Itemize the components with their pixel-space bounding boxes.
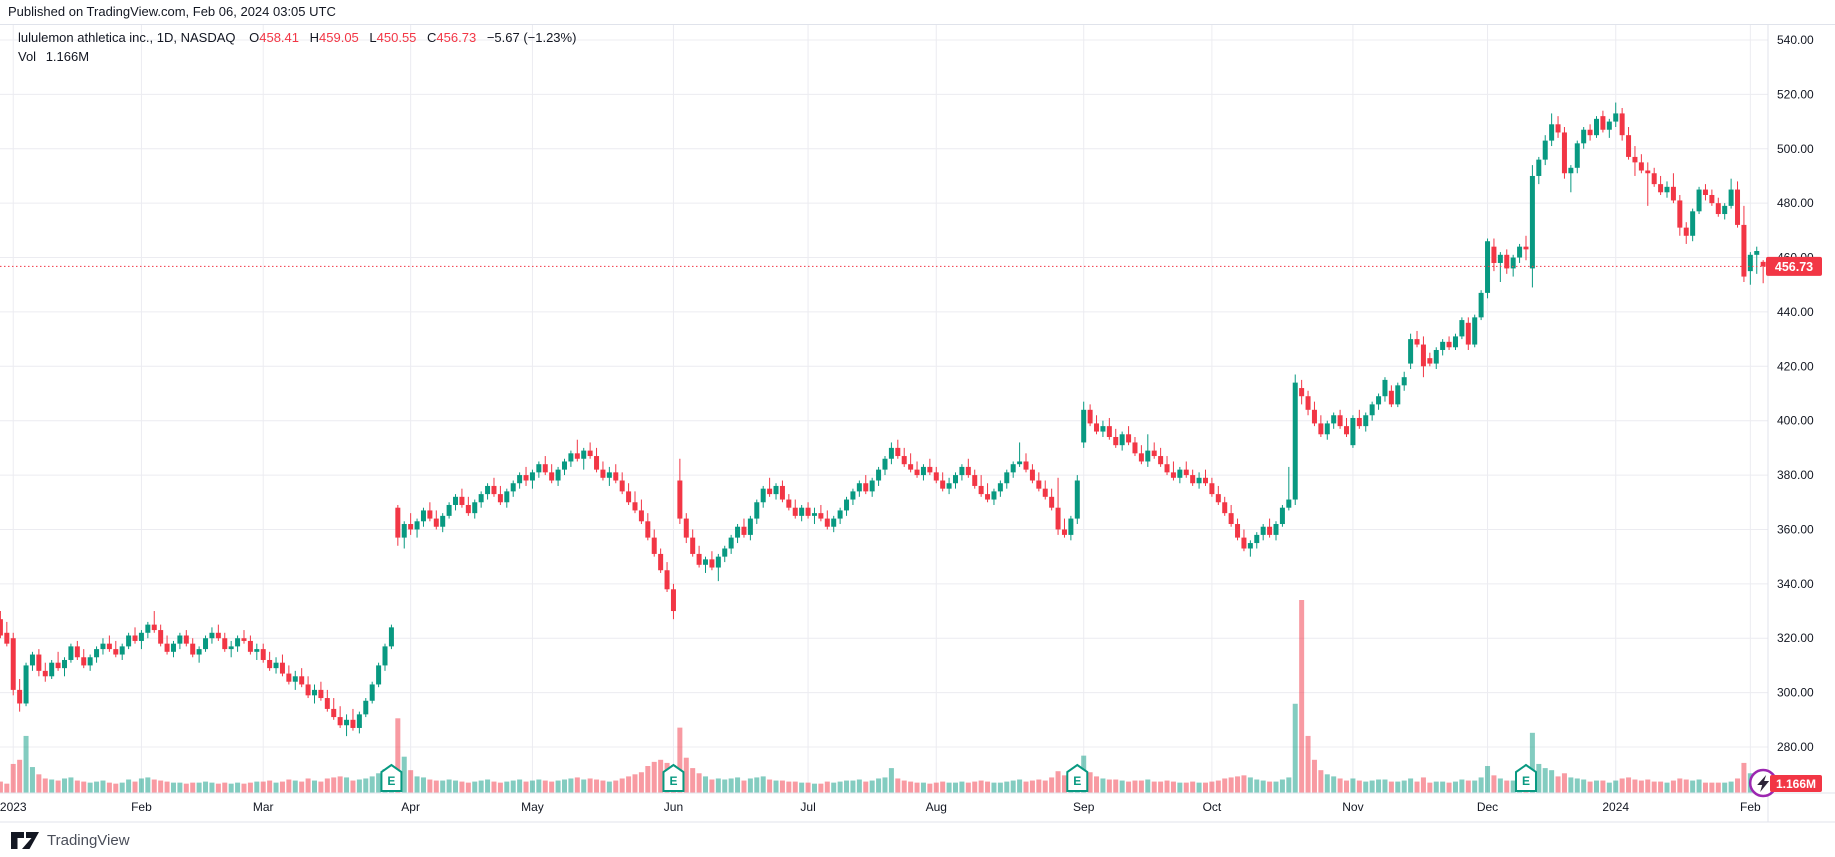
low-label: L [369,30,377,45]
low-value: 450.55 [376,30,417,45]
svg-text:456.73: 456.73 [1775,260,1813,274]
gridlines [0,25,1768,793]
time-tick-label: Feb [1740,800,1761,814]
last-price-badge: 456.73 [1766,256,1822,276]
price-tick-label: 420.00 [1777,359,1814,373]
time-tick-label: Oct [1203,800,1222,814]
close-label: C [427,30,437,45]
tradingview-logo[interactable]: TradingView [10,831,130,850]
tradingview-logo-icon [11,832,39,849]
open-label: O [249,30,260,45]
close-value: 456.73 [436,30,477,45]
price-tick-label: 440.00 [1777,305,1814,319]
time-tick-label: May [521,800,544,814]
time-tick-label: Nov [1342,800,1363,814]
time-tick-label: Feb [131,800,152,814]
earnings-icon[interactable] [380,763,403,792]
earnings-icon[interactable] [662,763,685,792]
symbol-title[interactable]: lululemon athletica inc., 1D, NASDAQ [18,30,236,45]
price-tick-label: 540.00 [1777,33,1814,47]
price-tick-label: 300.00 [1777,686,1814,700]
time-tick-label: Dec [1477,800,1498,814]
price-tick-label: 280.00 [1777,740,1814,754]
time-tick-label: 2023 [0,800,27,814]
high-label: H [309,30,320,45]
volume-badge: 1.166M [1770,775,1822,792]
earnings-icon-label: E [1073,774,1081,788]
candlestick-series [0,102,1766,737]
price-tick-label: 380.00 [1777,468,1814,482]
price-tick-label: 400.00 [1777,414,1814,428]
earnings-icon-label: E [387,774,395,788]
earnings-icon[interactable] [1066,763,1089,792]
time-tick-label: Apr [401,800,420,814]
change-value: −5.67 (−1.23%) [486,30,577,45]
svg-text:1.166M: 1.166M [1776,777,1816,791]
axes[interactable]: 540.00520.00500.00480.00460.00440.00420.… [0,25,1835,823]
price-tick-label: 360.00 [1777,522,1814,536]
time-tick-label: Sep [1073,800,1095,814]
tradingview-logo-text: TradingView [47,832,130,849]
price-tick-label: 500.00 [1777,142,1814,156]
time-tick-label: Aug [926,800,947,814]
price-tick-label: 520.00 [1777,87,1814,101]
earnings-icon-label: E [669,774,677,788]
time-tick-label: 2024 [1602,800,1629,814]
legend-symbol-row: lululemon athletica inc., 1D, NASDAQ O45… [18,29,576,48]
time-tick-label: Jul [800,800,815,814]
published-text: Published on TradingView.com, Feb 06, 20… [8,4,336,19]
earnings-icon-label: E [1522,774,1530,788]
published-bar: Published on TradingView.com, Feb 06, 20… [0,0,1835,25]
volume-label: Vol [18,49,37,64]
price-tick-label: 340.00 [1777,577,1814,591]
time-tick-label: Jun [664,800,683,814]
earnings-icon[interactable] [1514,763,1537,792]
open-value: 458.41 [259,30,299,45]
price-tick-label: 320.00 [1777,631,1814,645]
chart-legend: lululemon athletica inc., 1D, NASDAQ O45… [18,29,576,67]
time-tick-label: Mar [253,800,274,814]
volume-value: 1.166M [45,49,90,64]
price-tick-label: 480.00 [1777,196,1814,210]
volume-series [0,600,1766,793]
legend-volume-row: Vol 1.166M [18,48,576,67]
high-value: 459.05 [319,30,359,45]
